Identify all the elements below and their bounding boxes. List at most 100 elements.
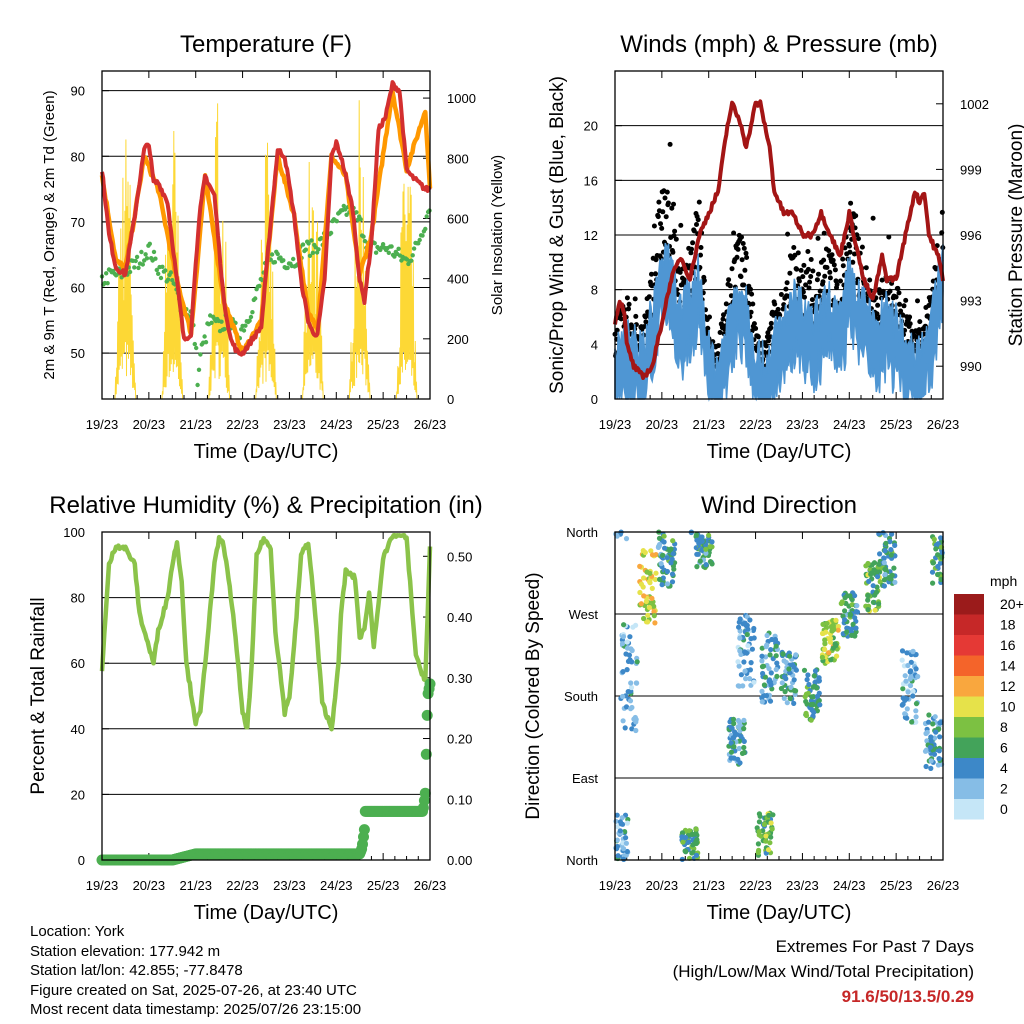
direction-point	[736, 624, 742, 630]
direction-point	[656, 535, 663, 541]
direction-point	[886, 575, 892, 581]
dewpoint-point	[373, 250, 379, 255]
colorbar-label: 10	[1000, 699, 1016, 715]
gust-point	[755, 334, 761, 340]
direction-point	[791, 687, 798, 694]
gust-point	[795, 250, 801, 256]
direction-point	[877, 551, 883, 557]
gust-point	[707, 314, 712, 320]
gust-point	[723, 301, 729, 307]
dewpoint-point	[105, 281, 110, 286]
direction-point	[882, 571, 888, 578]
gust-point	[696, 199, 702, 205]
direction-point	[625, 689, 631, 695]
direction-point	[833, 617, 839, 623]
direction-point	[728, 749, 735, 755]
gust-point	[750, 301, 756, 307]
gust-point	[798, 267, 804, 273]
direction-point	[822, 646, 828, 653]
direction-point	[870, 599, 877, 605]
dewpoint-point	[417, 237, 422, 243]
direction-point	[892, 579, 898, 585]
direction-point	[759, 653, 765, 659]
dewpoint-point	[361, 234, 366, 239]
dewpoint-point	[156, 271, 161, 276]
direction-point	[641, 593, 647, 599]
direction-point	[633, 727, 639, 734]
direction-point	[689, 850, 695, 856]
gust-point	[850, 259, 856, 265]
direction-point	[741, 744, 747, 751]
solar-peak	[302, 161, 324, 400]
direction-point	[628, 706, 634, 712]
direction-point	[822, 640, 828, 647]
direction-point	[680, 839, 686, 845]
dewpoint-point	[423, 226, 428, 232]
direction-point	[620, 634, 627, 640]
direction-point	[774, 660, 780, 666]
direction-point	[629, 726, 635, 732]
dewpoint-point	[372, 241, 377, 246]
direction-point	[619, 815, 625, 821]
direction-point	[637, 589, 643, 596]
direction-point	[628, 680, 634, 686]
colorbar-swatch	[954, 799, 984, 820]
gust-point	[744, 255, 750, 260]
extremes-subtitle: (High/Low/Max Wind/Total Precipitation)	[672, 962, 974, 981]
gust-point	[748, 309, 754, 315]
direction-point	[899, 657, 905, 663]
location-text: Location: York	[30, 923, 125, 940]
direction-point	[881, 560, 887, 566]
direction-point	[662, 545, 668, 551]
colorbar-label: 2	[1000, 781, 1008, 797]
gust-point	[783, 286, 789, 292]
direction-point	[875, 574, 881, 580]
direction-point	[758, 833, 764, 839]
direction-point	[703, 542, 709, 548]
gust-point	[660, 209, 666, 215]
x-tick-label: 21/23	[179, 417, 212, 432]
gust-point	[787, 270, 793, 276]
direction-point	[801, 667, 808, 673]
direction-point	[629, 647, 635, 654]
direction-point	[786, 666, 792, 672]
temperature-2m-series	[100, 80, 432, 357]
colorbar-label: 18	[1000, 617, 1016, 633]
direction-point	[709, 539, 715, 545]
dewpoint-point	[147, 241, 152, 246]
y-tick-label: 8	[591, 283, 598, 298]
y-tick-label: 80	[71, 591, 85, 606]
y-tick-label: 90	[71, 84, 85, 99]
y2-axis-label: Solar Insolation (Yellow)	[489, 155, 506, 315]
direction-point	[902, 673, 908, 679]
direction-point	[641, 615, 647, 622]
direction-point	[728, 740, 734, 746]
direction-point	[936, 756, 942, 762]
direction-point	[787, 653, 793, 659]
gust-point	[694, 222, 699, 227]
gust-point	[768, 325, 774, 331]
direction-point	[763, 838, 769, 844]
dewpoint-point	[209, 320, 214, 325]
direction-point	[889, 531, 895, 537]
plot-border	[101, 70, 431, 400]
direction-point	[731, 720, 737, 727]
direction-point	[766, 812, 772, 818]
solar-peak	[395, 183, 418, 400]
direction-point	[693, 532, 700, 538]
direction-point	[816, 678, 822, 684]
created-text: Figure created on Sat, 2025-07-26, at 23…	[30, 981, 357, 999]
direction-point	[756, 847, 762, 854]
direction-point	[929, 569, 936, 575]
y-tick-label: 20	[71, 787, 85, 802]
direction-point	[851, 632, 858, 638]
gust-point	[626, 301, 632, 307]
direction-point	[768, 834, 774, 840]
x-axis-label: Time (Day/UTC)	[707, 441, 852, 463]
dewpoint-point	[328, 230, 334, 236]
precip-point	[419, 787, 431, 799]
y-tick-label: 40	[71, 722, 85, 737]
direction-point	[623, 840, 630, 846]
direction-point	[760, 670, 766, 677]
